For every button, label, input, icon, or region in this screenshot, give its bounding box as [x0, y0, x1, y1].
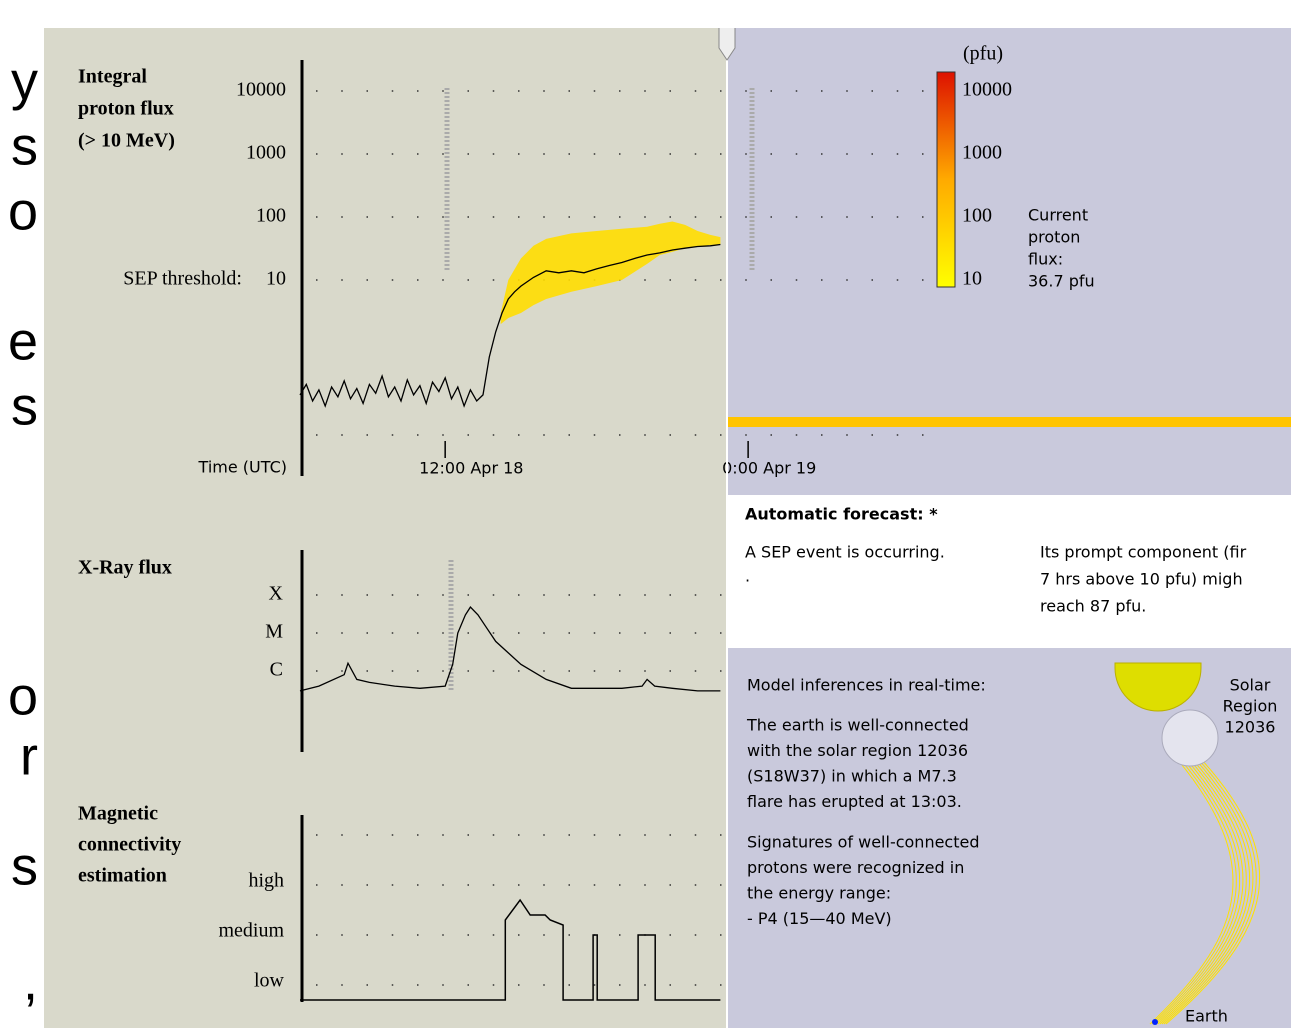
model-text: protons were recognized in	[747, 858, 964, 877]
y-tick-label: 10000	[236, 79, 286, 101]
color-scale	[937, 72, 955, 287]
margin-letter: s	[11, 116, 38, 176]
scale-label: 100	[962, 205, 992, 227]
model-text: with the solar region 12036	[747, 741, 968, 760]
panel-title: Integral	[78, 66, 147, 88]
margin-letter: ,	[23, 951, 38, 1011]
margin-letter: e	[8, 311, 38, 371]
forecast-detail: 7 hrs above 10 pfu) migh	[1040, 570, 1243, 589]
model-text: flare has erupted at 13:03.	[747, 792, 962, 811]
scale-label: 10	[962, 268, 982, 290]
x-axis-label: Time (UTC)	[198, 458, 287, 477]
earth	[1152, 1019, 1158, 1025]
current-flux: flux:	[1028, 250, 1063, 269]
margin-letter: r	[20, 726, 38, 786]
panel-title: proton flux	[78, 98, 174, 120]
earth-label: Earth	[1185, 1007, 1228, 1026]
y-tick-label: M	[265, 621, 283, 643]
panel-title: connectivity	[78, 834, 181, 856]
forecast-bar	[727, 417, 1291, 427]
current-flux: Current	[1028, 206, 1088, 225]
scale-unit: (pfu)	[963, 43, 1003, 65]
y-tick-label: high	[248, 870, 284, 892]
current-flux: 36.7 pfu	[1028, 272, 1095, 291]
margin-letter: s	[11, 836, 38, 896]
panel-title: estimation	[78, 865, 167, 887]
scale-label: 10000	[962, 79, 1012, 101]
threshold-label: SEP threshold:	[123, 268, 242, 290]
y-tick-label: 1000	[246, 142, 286, 164]
panel-title: Magnetic	[78, 803, 158, 825]
region-sphere	[1162, 710, 1218, 766]
model-text: the energy range:	[747, 884, 891, 903]
dashboard: ysoesors,Integralproton flux(> 10 MeV)10…	[0, 0, 1291, 1028]
margin-letter: s	[11, 376, 38, 436]
y-tick-label: X	[269, 583, 284, 605]
scale-label: 1000	[962, 142, 1002, 164]
y-tick-label: medium	[218, 920, 284, 942]
region-label: Solar	[1230, 676, 1271, 695]
margin-letter: y	[11, 51, 38, 111]
x-tick-label: 12:00 Apr 18	[419, 459, 523, 478]
y-tick-label: 10	[266, 268, 286, 290]
y-tick-label: low	[254, 970, 285, 992]
region-label: 12036	[1225, 718, 1276, 737]
model-text: The earth is well-connected	[746, 716, 969, 735]
y-tick-label: C	[270, 659, 283, 681]
panel-title: (> 10 MeV)	[78, 130, 175, 152]
model-text: Signatures of well-connected	[747, 833, 980, 852]
model-text: (S18W37) in which a M7.3	[747, 767, 957, 786]
model-text: - P4 (15—40 MeV)	[747, 909, 892, 928]
margin-letter: o	[8, 666, 38, 726]
model-heading: Model inferences in real-time:	[747, 676, 986, 695]
current-flux: proton	[1028, 228, 1080, 247]
margin-letter: o	[8, 181, 38, 241]
x-tick-label: 0:00 Apr 19	[722, 459, 816, 478]
forecast-status: A SEP event is occurring.	[745, 543, 945, 562]
y-tick-label: 100	[256, 205, 286, 227]
region-label: Region	[1223, 697, 1278, 716]
forecast-detail: reach 87 pfu.	[1040, 597, 1146, 616]
forecast-status: .	[745, 567, 750, 586]
panel-title: X-Ray flux	[78, 557, 172, 579]
forecast-detail: Its prompt component (fir	[1040, 543, 1247, 562]
forecast-heading: Automatic forecast: *	[745, 505, 938, 524]
